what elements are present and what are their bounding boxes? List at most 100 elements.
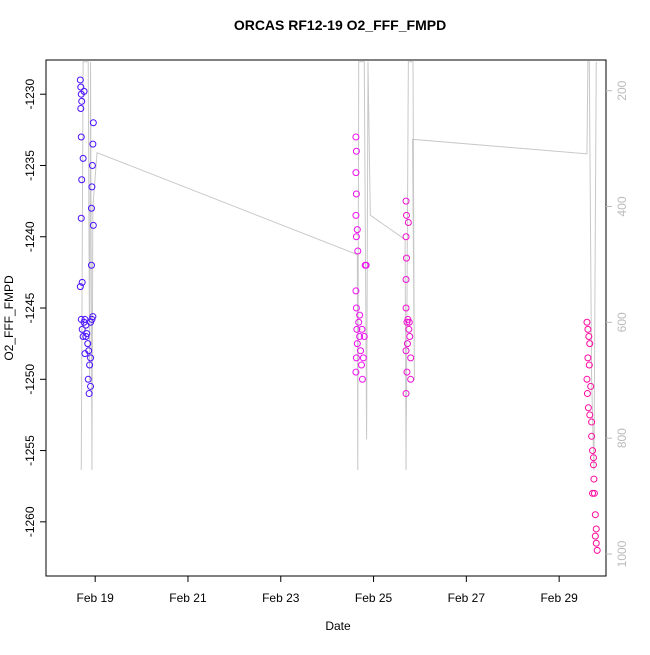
data-point [403,340,411,348]
data-point [591,511,599,519]
data-point [353,325,361,333]
x-tick-label: Feb 27 [448,591,486,605]
y-tick-label: -1235 [23,150,37,181]
x-axis-label: Date [325,619,351,633]
data-point [583,390,591,398]
data-point [358,325,366,333]
data-point [407,375,415,383]
y2-tick-label: 800 [615,428,629,448]
y-tick-label: -1240 [23,221,37,252]
plot-frame [45,59,607,577]
data-point [352,190,360,198]
data-point [590,489,598,497]
data-point [354,247,362,255]
data-point [352,233,360,241]
data-point [402,347,410,355]
data-point [588,432,596,440]
data-point [584,404,592,412]
data-point [403,318,411,326]
data-point [358,375,366,383]
y2-tick-label: 1000 [615,540,629,567]
y2-tick-label: 400 [615,196,629,216]
data-point [352,368,360,376]
data-point [88,161,96,169]
data-point [584,325,592,333]
data-point [355,318,363,326]
y2-tick-label: 200 [615,80,629,100]
y2-tick-label: 600 [615,312,629,332]
data-point [407,354,415,362]
data-point [585,333,593,341]
data-point [352,354,360,362]
data-point [87,261,95,269]
data-point [352,304,360,312]
data-point [77,133,85,141]
pressure-line [80,61,597,471]
data-point [591,532,599,540]
data-point [585,361,593,369]
data-point [584,354,592,362]
x-tick-label: Feb 29 [540,591,578,605]
data-point [77,104,85,112]
data-point [79,154,87,162]
data-point [352,169,360,177]
x-tick-label: Feb 21 [169,591,207,605]
x-tick-label: Feb 25 [355,591,393,605]
data-point [89,221,97,229]
data-point [590,475,598,483]
data-point [352,147,360,155]
data-point [87,382,95,390]
data-point [352,133,360,141]
data-point [89,313,97,321]
data-point [78,278,86,286]
data-point [87,354,95,362]
data-point [589,461,597,469]
data-point [89,140,97,148]
data-point [356,333,364,341]
y-axis-label: O2_FFF_FMPD [2,275,16,361]
data-point [352,211,360,219]
data-point [402,233,410,241]
data-point [83,330,91,338]
data-point [402,197,410,205]
data-point [402,211,410,219]
data-point [589,454,597,462]
data-point [588,418,596,426]
data-point [583,375,591,383]
data-point [76,283,84,291]
data-point [80,87,88,95]
data-point [359,354,367,362]
y-tick-label: -1255 [23,435,37,466]
data-point [357,361,365,369]
data-point [87,204,95,212]
y-tick-label: -1245 [23,292,37,323]
data-point [589,489,597,497]
x-tick-label: Feb 19 [77,591,115,605]
data-point [402,254,410,262]
data-point [84,375,92,383]
data-point [586,411,594,419]
data-point [356,311,364,319]
data-point [82,333,90,341]
data-point [403,368,411,376]
data-point [360,333,368,341]
data-point [402,276,410,284]
data-point [592,539,600,547]
chart-title: ORCAS RF12-19 O2_FFF_FMPD [234,17,446,33]
data-point [586,340,594,348]
plot-area [76,61,601,554]
data-point [77,214,85,222]
x-tick-label: Feb 23 [262,591,300,605]
data-point [593,546,601,554]
data-point [583,318,591,326]
data-point [88,315,96,323]
data-point [402,390,410,398]
data-point [89,119,97,127]
data-point [352,287,360,295]
data-point [587,382,595,390]
data-point [362,261,370,269]
data-point [353,226,361,234]
data-point [88,183,96,191]
data-point [78,97,86,105]
y-tick-label: -1230 [23,79,37,110]
